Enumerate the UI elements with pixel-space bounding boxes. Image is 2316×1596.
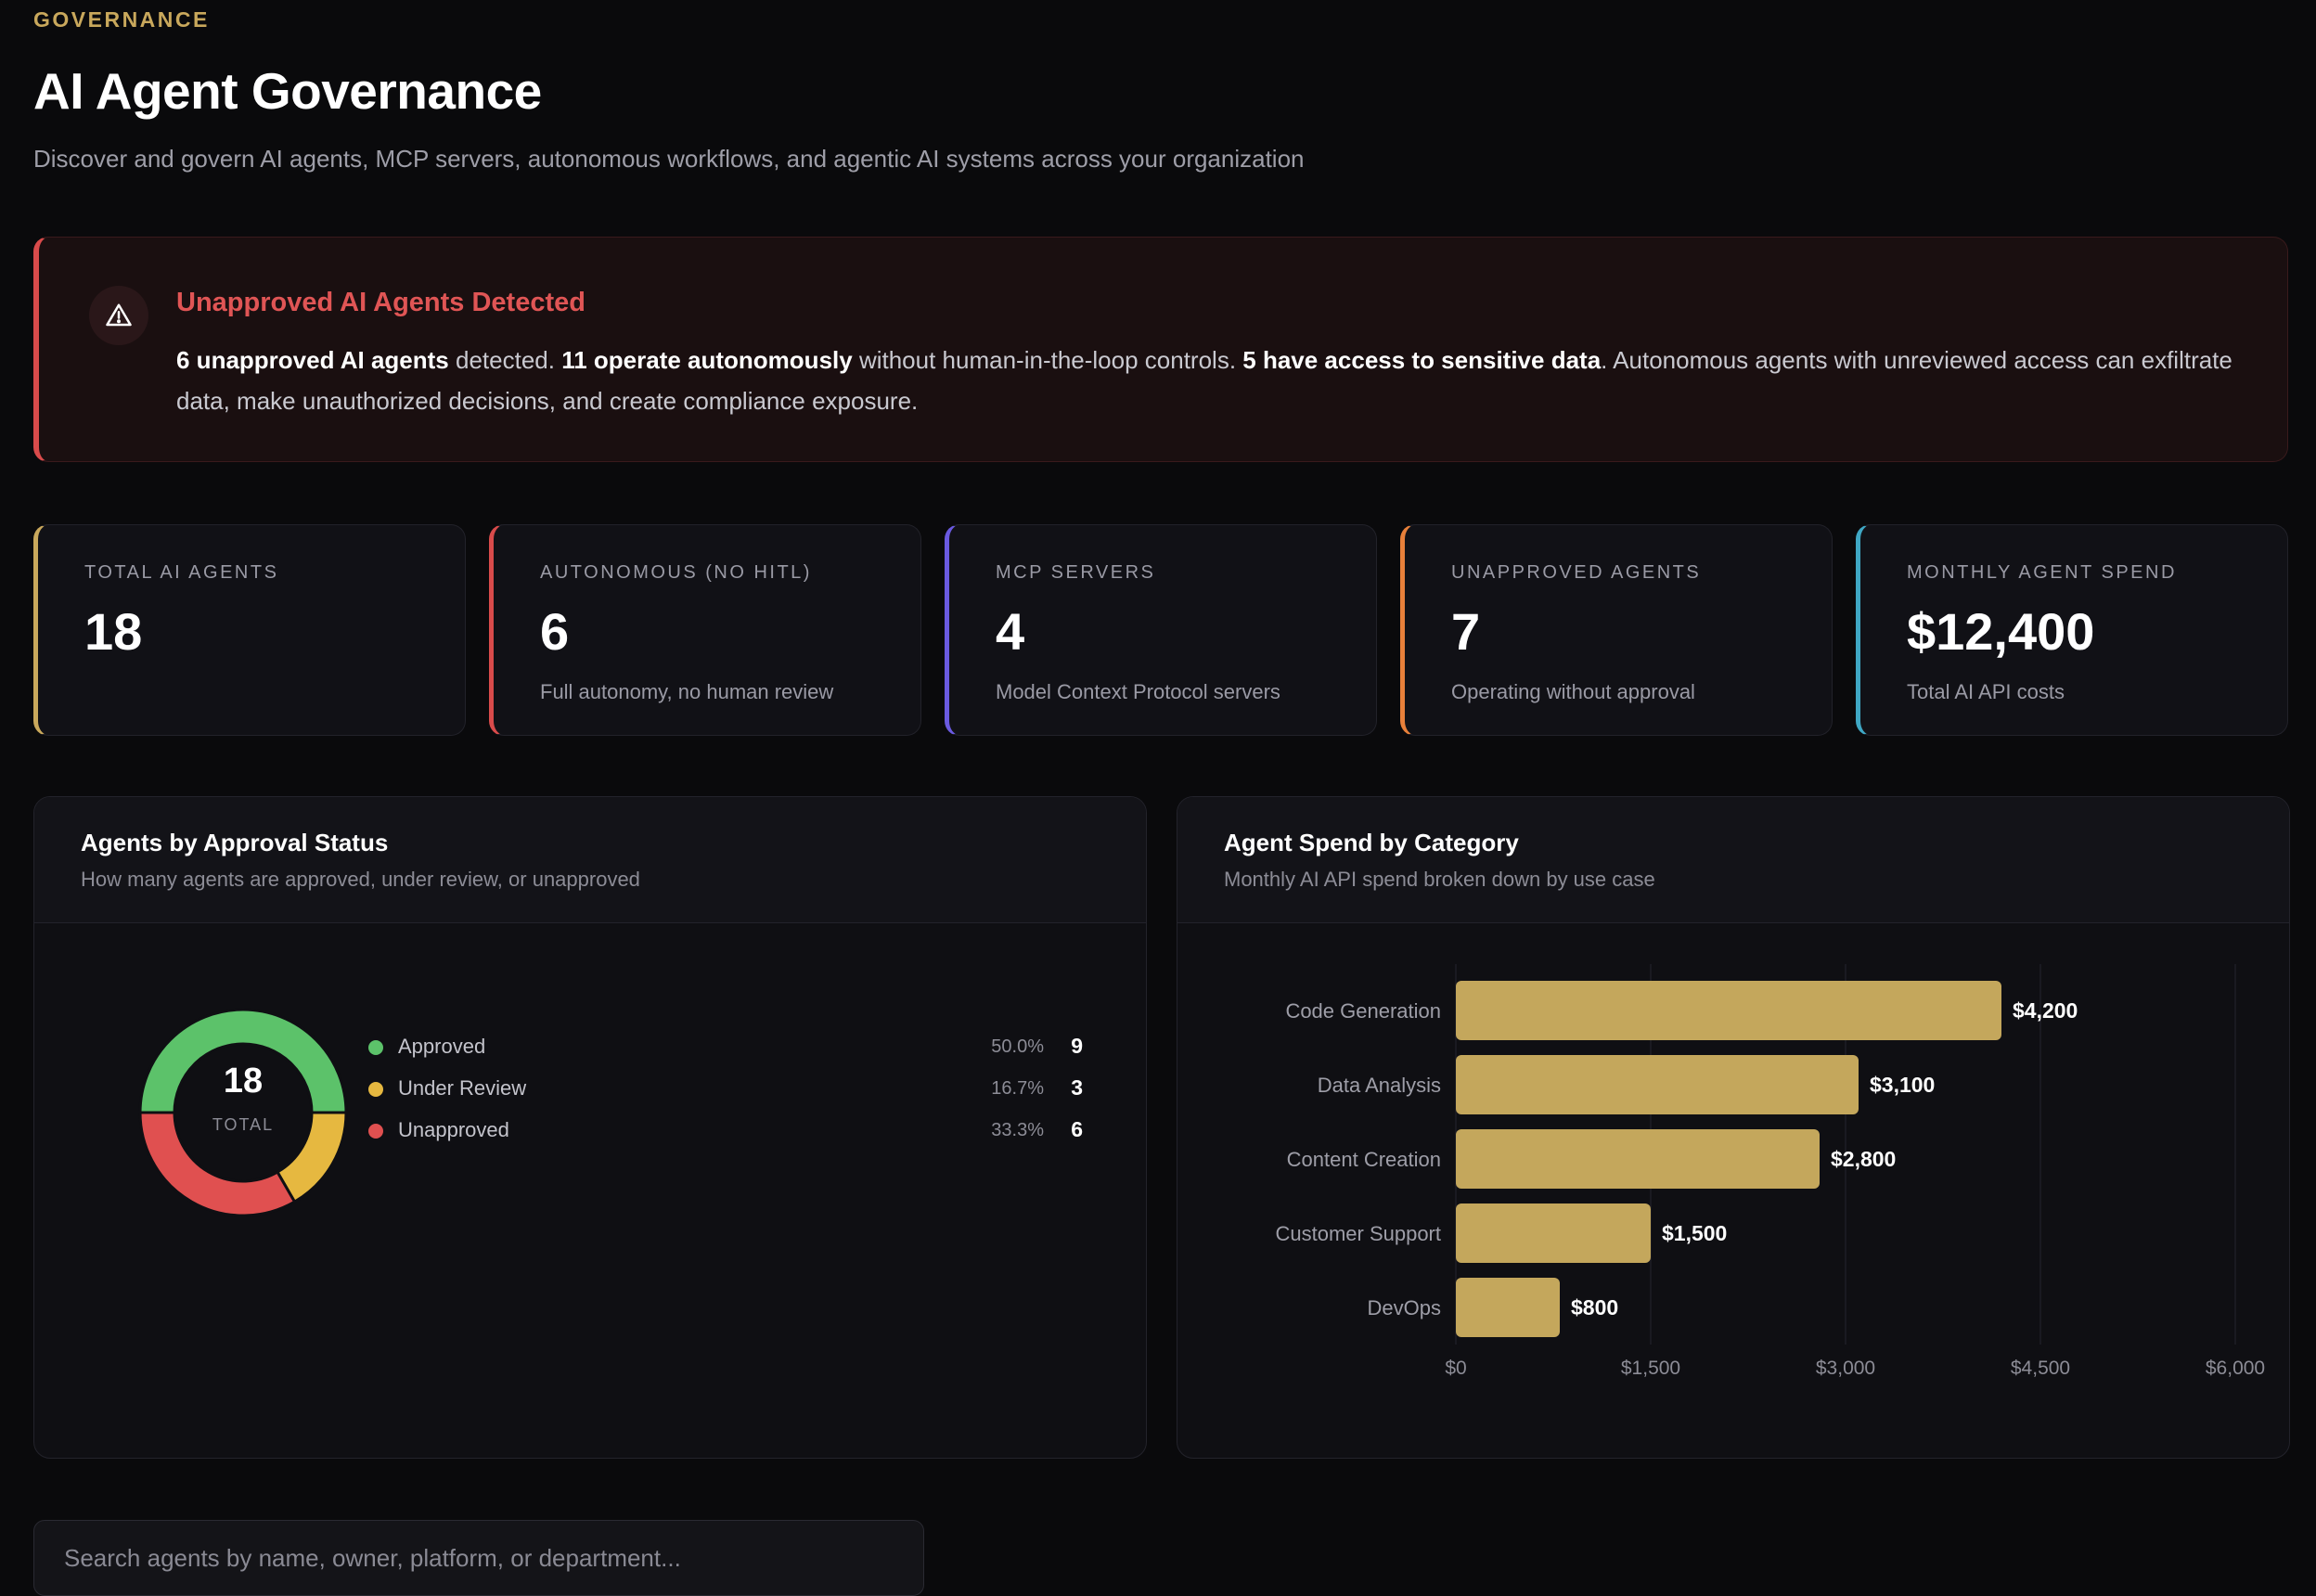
panel-subtitle: How many agents are approved, under revi… <box>81 868 640 891</box>
category-label: Customer Support <box>1275 1222 1441 1245</box>
stat-value: 7 <box>1451 602 1481 661</box>
alert-text: . Autonomous agents with unreviewed acce… <box>176 346 2232 415</box>
bar-customer-support <box>1456 1203 1651 1263</box>
legend-label: Under Review <box>398 1076 527 1100</box>
stat-note: Total AI API costs <box>1907 680 2065 703</box>
alert-text: detected. <box>448 346 562 374</box>
x-tick-label: $4,500 <box>2011 1358 2070 1379</box>
bar-value-label: $4,200 <box>2013 998 2078 1023</box>
panel-header: Agents by Approval Status How many agent… <box>34 797 1146 923</box>
bar-value-label: $3,100 <box>1870 1073 1935 1097</box>
bar-data-analysis <box>1456 1055 1859 1114</box>
approval-status-panel: Agents by Approval Status How many agent… <box>33 796 1147 1459</box>
stat-label: MONTHLY AGENT SPEND <box>1907 562 2177 583</box>
legend-dot <box>368 1124 383 1139</box>
panel-header: Agent Spend by Category Monthly AI API s… <box>1177 797 2289 923</box>
panel-subtitle: Monthly AI API spend broken down by use … <box>1224 868 1655 891</box>
x-tick-label: $3,000 <box>1816 1358 1875 1379</box>
spend-bar-chart: $0 $1,500 $3,000 $4,500 $6,000 Code Generatio… <box>1275 964 2265 1379</box>
stat-note: Full autonomy, no human review <box>540 680 834 703</box>
bar-content-creation <box>1456 1129 1820 1189</box>
category-label: Code Generation <box>1285 999 1441 1023</box>
legend-dot <box>368 1040 383 1055</box>
warning-triangle-icon <box>89 286 148 345</box>
donut-slice-approved <box>138 1008 348 1114</box>
legend-percent: 16.7% <box>991 1078 1044 1099</box>
spend-by-category-panel: Agent Spend by Category Monthly AI API s… <box>1177 796 2290 1459</box>
search-input[interactable] <box>33 1520 924 1596</box>
category-label: Data Analysis <box>1318 1074 1441 1097</box>
stat-value: 6 <box>540 602 570 661</box>
legend-item-under-review: Under Review 16.7% 3 <box>368 1071 1111 1108</box>
approval-donut-chart <box>138 1008 348 1217</box>
page-title: AI Agent Governance <box>33 62 542 120</box>
legend-item-unapproved: Unapproved 33.3% 6 <box>368 1113 1111 1150</box>
stat-card-unapproved: UNAPPROVED AGENTS 7 Operating without ap… <box>1400 524 1833 736</box>
alert-strong-unapproved: 6 unapproved AI agents <box>176 346 449 374</box>
donut-center-label: TOTAL <box>212 1115 275 1134</box>
bar-value-label: $800 <box>1571 1295 1618 1319</box>
x-tick-label: $6,000 <box>2206 1358 2265 1379</box>
x-tick-label: $1,500 <box>1621 1358 1680 1379</box>
bar-devops <box>1456 1278 1560 1337</box>
stat-note: Model Context Protocol servers <box>996 680 1280 703</box>
x-tick-label: $0 <box>1445 1358 1466 1379</box>
legend-count: 6 <box>1071 1117 1083 1141</box>
legend-percent: 33.3% <box>991 1120 1044 1140</box>
legend-count: 9 <box>1071 1034 1083 1058</box>
legend-dot <box>368 1082 383 1097</box>
legend-count: 3 <box>1071 1075 1083 1100</box>
stat-value: 4 <box>996 602 1025 661</box>
stat-card-mcp-servers: MCP SERVERS 4 Model Context Protocol ser… <box>945 524 1377 736</box>
page-subtitle: Discover and govern AI agents, MCP serve… <box>33 145 1305 173</box>
stat-card-total-agents: TOTAL AI AGENTS 18 <box>33 524 466 736</box>
category-label: Content Creation <box>1287 1148 1441 1171</box>
panel-title: Agent Spend by Category <box>1224 829 1519 856</box>
alert-banner: Unapproved AI Agents Detected 6 unapprov… <box>33 237 2288 462</box>
stat-card-monthly-spend: MONTHLY AGENT SPEND $12,400 Total AI API… <box>1856 524 2288 736</box>
alert-strong-sensitive: 5 have access to sensitive data <box>1242 346 1602 374</box>
legend-item-approved: Approved 50.0% 9 <box>368 1029 1111 1066</box>
category-label: DevOps <box>1368 1296 1441 1319</box>
alert-strong-autonomous: 11 operate autonomously <box>561 346 853 374</box>
stat-label: AUTONOMOUS (NO HITL) <box>540 562 812 583</box>
alert-text: without human-in-the-loop controls. <box>852 346 1243 374</box>
stat-value: $12,400 <box>1907 602 2095 661</box>
legend-label: Unapproved <box>398 1118 509 1141</box>
stat-value: 18 <box>84 602 143 661</box>
alert-title: Unapproved AI Agents Detected <box>176 288 585 317</box>
bar-value-label: $2,800 <box>1831 1147 1896 1171</box>
donut-center-value: 18 <box>223 1062 264 1100</box>
stat-label: MCP SERVERS <box>996 562 1156 583</box>
stat-label: UNAPPROVED AGENTS <box>1451 562 1702 583</box>
legend-label: Approved <box>398 1035 486 1058</box>
stat-card-autonomous: AUTONOMOUS (NO HITL) 6 Full autonomy, no… <box>489 524 921 736</box>
stat-note: Operating without approval <box>1451 680 1695 703</box>
alert-message: 6 unapproved AI agents detected. 11 oper… <box>176 340 2264 421</box>
bar-code-generation <box>1456 981 2001 1040</box>
panel-title: Agents by Approval Status <box>81 829 389 856</box>
stat-label: TOTAL AI AGENTS <box>84 562 279 583</box>
legend-percent: 50.0% <box>991 1036 1044 1057</box>
page-eyebrow: GOVERNANCE <box>33 7 210 32</box>
bar-value-label: $1,500 <box>1662 1221 1727 1245</box>
donut-slice-unapproved <box>138 1111 297 1217</box>
